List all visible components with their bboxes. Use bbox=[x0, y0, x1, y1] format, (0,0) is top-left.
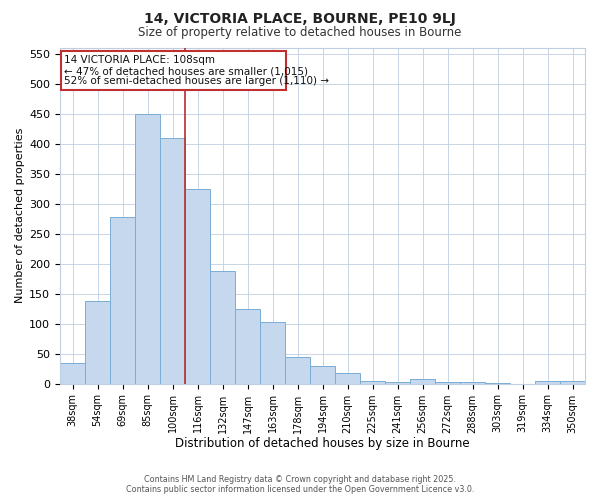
Text: ← 47% of detached houses are smaller (1,015): ← 47% of detached houses are smaller (1,… bbox=[64, 66, 308, 76]
FancyBboxPatch shape bbox=[61, 50, 286, 90]
Bar bbox=[435, 382, 460, 384]
Bar bbox=[360, 380, 385, 384]
Bar bbox=[310, 366, 335, 384]
Bar bbox=[285, 356, 310, 384]
Bar bbox=[60, 362, 85, 384]
Bar bbox=[335, 373, 360, 384]
Text: 14, VICTORIA PLACE, BOURNE, PE10 9LJ: 14, VICTORIA PLACE, BOURNE, PE10 9LJ bbox=[144, 12, 456, 26]
Bar bbox=[410, 379, 435, 384]
Bar bbox=[385, 382, 410, 384]
Bar bbox=[185, 188, 210, 384]
Text: 14 VICTORIA PLACE: 108sqm: 14 VICTORIA PLACE: 108sqm bbox=[64, 56, 215, 66]
Bar bbox=[135, 114, 160, 384]
Bar bbox=[235, 308, 260, 384]
Bar bbox=[535, 380, 560, 384]
Bar bbox=[560, 380, 585, 384]
Bar bbox=[485, 383, 510, 384]
Bar bbox=[110, 218, 135, 384]
Y-axis label: Number of detached properties: Number of detached properties bbox=[15, 128, 25, 303]
Bar bbox=[460, 382, 485, 384]
Bar bbox=[260, 322, 285, 384]
Text: Contains public sector information licensed under the Open Government Licence v3: Contains public sector information licen… bbox=[126, 484, 474, 494]
Text: Contains HM Land Registry data © Crown copyright and database right 2025.: Contains HM Land Registry data © Crown c… bbox=[144, 474, 456, 484]
Text: 52% of semi-detached houses are larger (1,110) →: 52% of semi-detached houses are larger (… bbox=[64, 76, 329, 86]
Bar bbox=[210, 271, 235, 384]
Bar bbox=[85, 302, 110, 384]
Bar bbox=[160, 138, 185, 384]
X-axis label: Distribution of detached houses by size in Bourne: Distribution of detached houses by size … bbox=[175, 437, 470, 450]
Text: Size of property relative to detached houses in Bourne: Size of property relative to detached ho… bbox=[139, 26, 461, 39]
